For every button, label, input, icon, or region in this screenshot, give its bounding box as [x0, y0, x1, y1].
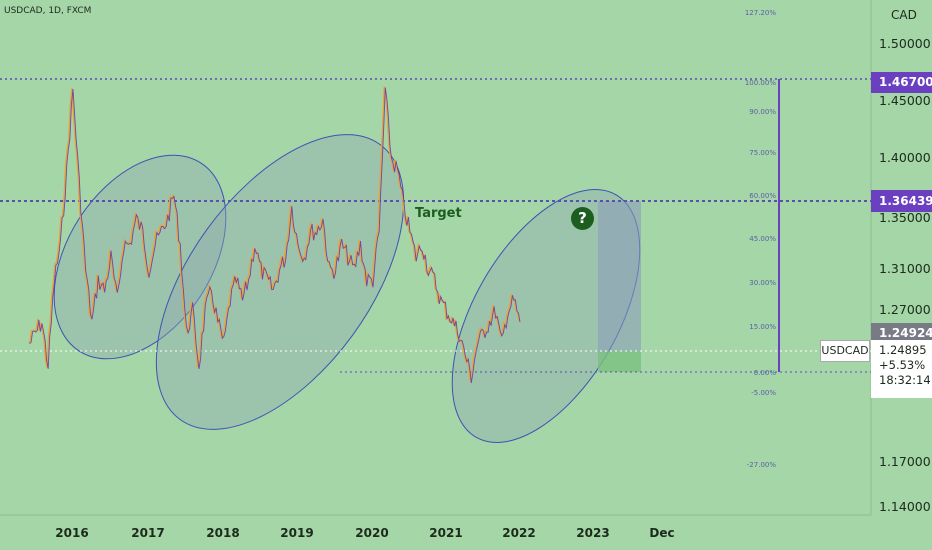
x-tick-label: 2018	[206, 526, 239, 540]
symbol-header: USDCAD, 1D, FXCM	[4, 6, 92, 16]
range-ellipse-2[interactable]	[107, 92, 452, 473]
x-tick-label: 2022	[502, 526, 535, 540]
fib-extension-labels: 127.20% 100.00% 90.00% 75.00% 60.00% 45.00% 30…	[745, 9, 777, 469]
fib-level-label: 90.00%	[749, 108, 776, 116]
current-price: 1.24895	[879, 343, 927, 357]
target-annotation[interactable]: Target	[415, 206, 462, 221]
price-series	[27, 86, 521, 383]
fib-level-label: 30.00%	[749, 279, 776, 287]
price-tag[interactable]: 1.46700	[871, 72, 932, 93]
fib-level-label: 0.00%	[754, 369, 777, 377]
x-tick-label: 2016	[55, 526, 88, 540]
price-tag[interactable]: 1.24924	[871, 323, 932, 344]
currency-label: CAD	[891, 8, 917, 22]
x-tick-label: Dec	[649, 526, 674, 540]
fib-level-label: 100.00%	[745, 79, 776, 87]
y-tick-label: 1.40000	[879, 150, 931, 165]
x-tick-label: 2023	[576, 526, 609, 540]
fib-level-label: -5.00%	[751, 389, 776, 397]
price-change: +5.53%	[879, 358, 926, 372]
fib-level-label: 60.00%	[749, 192, 776, 200]
x-tick-label: 2020	[355, 526, 388, 540]
y-tick-label: 1.35000	[879, 210, 931, 225]
fib-level-label: 15.00%	[749, 323, 776, 331]
y-tick-label: 1.17000	[879, 454, 931, 469]
symbol-badge[interactable]: USDCAD	[820, 340, 870, 362]
current-price-readout[interactable]: 1.24895 +5.53% 18:32:14	[871, 340, 932, 398]
x-tick-label: 2021	[429, 526, 462, 540]
fib-level-label: 127.20%	[745, 9, 776, 17]
y-tick-label: 1.14000	[879, 499, 931, 514]
bar-countdown: 18:32:14	[879, 373, 931, 387]
price-line-down	[29, 87, 521, 383]
range-ellipse-1[interactable]	[19, 124, 262, 390]
price-tag[interactable]: 1.36439	[871, 191, 932, 212]
x-tick-label: 2019	[280, 526, 313, 540]
y-tick-label: 1.45000	[879, 93, 931, 108]
time-axis: 2016 2017 2018 2019 2020 2021 2022 2023 Dec	[55, 526, 674, 540]
question-icon[interactable]: ?	[571, 207, 594, 230]
fib-level-label: -27.00%	[747, 461, 777, 469]
fib-level-label: 75.00%	[749, 149, 776, 157]
y-tick-label: 1.50000	[879, 36, 931, 51]
y-tick-label: 1.31000	[879, 261, 931, 276]
x-tick-label: 2017	[131, 526, 164, 540]
projection-box-base[interactable]	[598, 351, 641, 372]
projection-box-target[interactable]	[598, 201, 641, 351]
fib-level-label: 45.00%	[749, 235, 776, 243]
y-tick-label: 1.27000	[879, 302, 931, 317]
